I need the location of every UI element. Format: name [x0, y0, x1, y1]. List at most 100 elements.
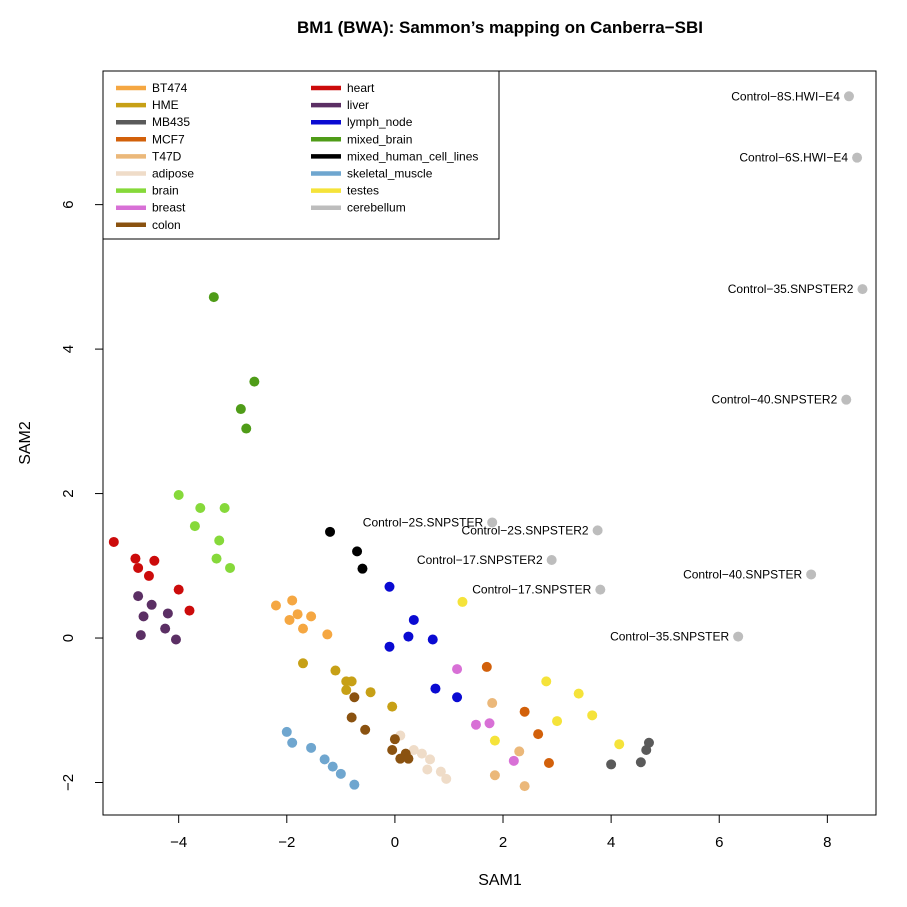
data-point-liver	[146, 599, 157, 610]
data-point-liver	[138, 611, 149, 622]
data-point-BT474	[306, 611, 317, 622]
data-point-heart	[143, 570, 154, 581]
data-point-brain	[189, 521, 200, 532]
data-point-HME	[330, 665, 341, 676]
chart-title: BM1 (BWA): Sammon’s mapping on Canberra−…	[297, 18, 703, 37]
point-annotation: Control−17.SNPSTER	[472, 583, 591, 597]
x-tick-label: 6	[715, 834, 723, 851]
data-point-skeletal_muscle	[319, 754, 330, 765]
data-point-breast	[508, 755, 519, 766]
data-point-liver	[170, 634, 181, 645]
data-point-HME	[346, 676, 357, 687]
data-point-testes	[541, 676, 552, 687]
data-point-testes	[614, 739, 625, 750]
data-point-mixed_brain	[208, 292, 219, 303]
legend-label: liver	[347, 98, 369, 112]
data-point-mixed_human_cell_lines	[357, 563, 368, 574]
legend-label: T47D	[152, 149, 182, 163]
data-point-MCF7	[519, 706, 530, 717]
data-point-testes	[457, 596, 468, 607]
legend-label: mixed_brain	[347, 132, 412, 146]
legend-label: adipose	[152, 167, 194, 181]
data-point-cerebellum	[841, 394, 852, 405]
data-point-cerebellum	[592, 525, 603, 536]
point-annotation: Control−2S.SNPSTER2	[462, 523, 589, 537]
data-point-HME	[341, 685, 352, 696]
data-point-testes	[587, 710, 598, 721]
data-point-lymph_node	[427, 634, 438, 645]
data-point-brain	[211, 553, 222, 564]
data-point-T47D	[487, 698, 498, 709]
data-point-brain	[225, 562, 236, 573]
x-tick-label: −2	[278, 834, 295, 851]
legend: BT474 HME MB435 MCF7 T47D adipose brain breast c…	[102, 70, 500, 240]
data-point-testes	[552, 716, 563, 727]
data-point-lymph_node	[384, 641, 395, 652]
point-annotation: Control−2S.SNPSTER	[363, 515, 484, 529]
data-point-mixed_brain	[235, 404, 246, 415]
y-tick-label: 2	[60, 489, 77, 497]
legend-label: mixed_human_cell_lines	[347, 149, 478, 163]
point-annotation: Control−40.SNPSTER2	[712, 393, 838, 407]
data-point-adipose	[422, 764, 433, 775]
point-annotation: Control−35.SNPSTER	[610, 630, 729, 644]
data-point-heart	[149, 555, 160, 566]
legend-label: colon	[152, 218, 181, 232]
data-point-T47D	[489, 770, 500, 781]
data-point-HME	[298, 658, 309, 669]
y-tick-label: 0	[60, 634, 77, 642]
point-annotation: Control−40.SNPSTER	[683, 567, 802, 581]
data-point-lymph_node	[408, 614, 419, 625]
y-tick-label: 6	[60, 200, 77, 208]
point-annotations: Control−8S.HWI−E4 Control−6S.HWI−E4 Contro…	[363, 89, 854, 643]
data-point-BT474	[322, 629, 333, 640]
data-point-brain	[219, 503, 230, 514]
data-point-cerebellum	[595, 584, 606, 595]
data-point-brain	[195, 503, 206, 514]
data-point-MB435	[635, 757, 646, 768]
data-point-testes	[573, 688, 584, 699]
data-point-testes	[489, 735, 500, 746]
data-point-heart	[173, 584, 184, 595]
data-point-colon	[395, 753, 406, 764]
legend-label: breast	[152, 201, 186, 215]
data-point-skeletal_muscle	[281, 726, 292, 737]
data-point-lymph_node	[452, 692, 463, 703]
data-point-brain	[214, 535, 225, 546]
data-point-mixed_human_cell_lines	[325, 526, 336, 537]
data-point-cerebellum	[733, 631, 744, 642]
data-point-lymph_node	[430, 683, 441, 694]
data-point-adipose	[416, 748, 427, 759]
data-point-skeletal_muscle	[335, 768, 346, 779]
data-point-skeletal_muscle	[287, 737, 298, 748]
data-point-colon	[349, 692, 360, 703]
y-axis: −2 0 2 4 6	[60, 200, 104, 791]
legend-label: cerebellum	[347, 201, 406, 215]
data-point-liver	[133, 591, 144, 602]
data-point-heart	[130, 553, 141, 564]
data-point-heart	[184, 605, 195, 616]
data-point-adipose	[425, 754, 436, 765]
data-point-liver	[160, 623, 171, 634]
legend-label: skeletal_muscle	[347, 167, 433, 181]
point-annotation: Control−35.SNPSTER2	[728, 282, 854, 296]
data-point-MCF7	[481, 661, 492, 672]
data-point-BT474	[287, 595, 298, 606]
data-point-breast	[484, 718, 495, 729]
data-point-HME	[387, 701, 398, 712]
y-axis-title: SAM2	[17, 421, 34, 465]
data-point-liver	[135, 630, 146, 641]
data-point-liver	[162, 608, 173, 619]
data-point-BT474	[292, 609, 303, 620]
data-point-skeletal_muscle	[306, 742, 317, 753]
data-point-adipose	[408, 744, 419, 755]
data-point-colon	[387, 744, 398, 755]
data-point-breast	[470, 719, 481, 730]
y-tick-label: −2	[60, 774, 77, 791]
data-point-mixed_human_cell_lines	[352, 546, 363, 557]
data-point-colon	[389, 734, 400, 745]
data-point-mixed_brain	[249, 376, 260, 387]
data-point-MB435	[606, 759, 617, 770]
legend-label: heart	[347, 81, 375, 95]
